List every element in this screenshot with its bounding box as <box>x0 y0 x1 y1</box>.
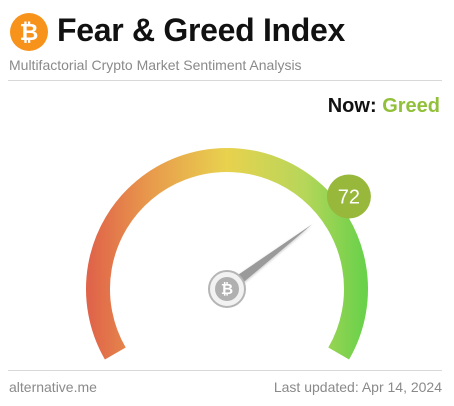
page-title: Fear & Greed Index <box>57 12 346 48</box>
bitcoin-hub-icon: ₿ <box>221 280 233 298</box>
header-divider <box>8 80 442 81</box>
bitcoin-glyph: ₿ <box>20 20 39 46</box>
status-value: Greed <box>382 95 440 117</box>
current-status: Now: Greed <box>328 95 440 118</box>
sentiment-gauge: ₿ 72 <box>86 147 371 360</box>
gauge-needle <box>223 224 313 294</box>
last-updated: Last updated: Apr 14, 2024 <box>273 379 442 395</box>
gauge-hub-core <box>215 277 239 301</box>
gauge-hub: ₿ <box>208 270 246 308</box>
bitcoin-icon: ₿ <box>10 13 48 51</box>
value-badge: 72 <box>326 174 371 219</box>
header: ₿ Fear & Greed Index Multifactorial Cryp… <box>0 0 454 80</box>
status-label: Now: <box>327 95 377 117</box>
value-badge-text: 72 <box>338 187 360 209</box>
source-link[interactable]: alternative.me <box>9 379 97 395</box>
footer-divider <box>8 370 442 371</box>
page-subtitle: Multifactorial Crypto Market Sentiment A… <box>9 57 302 73</box>
value-badge-circle <box>326 174 371 219</box>
gauge-arc <box>86 147 368 360</box>
